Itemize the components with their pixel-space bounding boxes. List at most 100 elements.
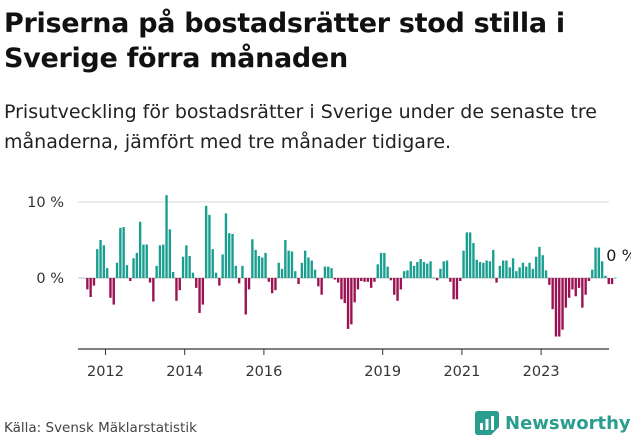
bar: [241, 265, 244, 278]
bar: [112, 278, 115, 305]
bar: [485, 260, 488, 278]
bar: [604, 275, 607, 278]
bar: [264, 252, 267, 278]
bar: [294, 271, 297, 278]
bar: [393, 278, 396, 295]
bar: [614, 277, 617, 279]
x-tick-label: 2012: [87, 364, 124, 380]
bar: [406, 270, 409, 278]
bar: [492, 249, 495, 278]
bar: [548, 278, 551, 285]
newsworthy-logo[interactable]: Newsworthy: [475, 408, 631, 438]
bar: [162, 244, 165, 278]
bar: [99, 240, 102, 278]
bars: [86, 195, 617, 337]
bar: [541, 255, 544, 278]
bar: [129, 278, 132, 282]
bar: [511, 258, 515, 278]
bar: [86, 278, 89, 290]
bar: [102, 245, 106, 278]
bar: [191, 272, 195, 278]
bar: [409, 261, 412, 278]
bar: [181, 256, 185, 278]
bar: [327, 266, 330, 278]
bar: [284, 240, 287, 278]
bar: [165, 195, 168, 278]
bar: [188, 255, 191, 278]
bar: [353, 278, 356, 303]
bar: [89, 278, 92, 297]
bar: [175, 278, 178, 301]
bar: [597, 247, 601, 278]
bar: [307, 257, 310, 278]
bar: [587, 278, 591, 282]
bar: [554, 278, 558, 337]
bar: [115, 262, 119, 278]
bar: [435, 278, 439, 281]
bar: [462, 250, 465, 278]
bar: [515, 271, 518, 278]
bar: [228, 233, 231, 278]
bar: [333, 278, 337, 280]
bar: [244, 278, 247, 315]
bar: [505, 260, 508, 278]
bar: [379, 252, 383, 278]
bar: [558, 278, 561, 337]
bar: [313, 269, 317, 278]
bar: [386, 266, 389, 278]
bar: [214, 272, 218, 278]
bar: [363, 278, 366, 282]
bar: [577, 278, 581, 288]
bar: [267, 278, 271, 282]
bar: [257, 255, 261, 278]
bar: [300, 262, 304, 278]
bar: [317, 278, 320, 287]
bar: [610, 278, 614, 285]
bar: [538, 246, 541, 278]
bar: [373, 278, 376, 282]
bar: [383, 252, 386, 278]
x-axis: 2012 2014 2016 2019 2021 2023: [87, 349, 560, 380]
bar: [518, 267, 521, 278]
bar: [221, 254, 224, 278]
bar: [455, 278, 459, 300]
bar: [122, 227, 125, 278]
x-tick-label: 2021: [443, 364, 480, 380]
bar: [142, 244, 145, 278]
bar: [204, 205, 208, 278]
bar: [449, 278, 452, 282]
bar: [376, 264, 379, 278]
bar: [571, 278, 574, 290]
bar: [501, 260, 505, 278]
bar: [158, 245, 162, 278]
bar: [224, 213, 228, 278]
bar: [330, 268, 333, 278]
bar: [247, 278, 251, 290]
bar: [198, 278, 201, 313]
bar: [478, 262, 482, 278]
bar: [254, 249, 257, 278]
y-axis: 0 % 10 %: [27, 195, 64, 287]
x-tick-label: 2014: [166, 364, 203, 380]
bar: [145, 244, 148, 278]
bar: [472, 243, 475, 278]
bar: [356, 278, 360, 290]
bar: [402, 271, 406, 278]
bar: [465, 232, 469, 278]
bar: [534, 256, 538, 278]
bar: [422, 262, 426, 278]
bar: [218, 278, 221, 286]
bar: [366, 278, 370, 282]
bar: [201, 278, 205, 305]
bar: [211, 249, 214, 278]
bar: [369, 278, 373, 288]
bar: [561, 278, 564, 330]
bar: [574, 278, 577, 297]
bar: [564, 278, 568, 308]
bar: [208, 214, 211, 278]
bar: [551, 278, 554, 310]
bar: [419, 259, 422, 278]
bar: [581, 278, 584, 308]
bar: [270, 278, 274, 294]
bar: [346, 278, 350, 329]
